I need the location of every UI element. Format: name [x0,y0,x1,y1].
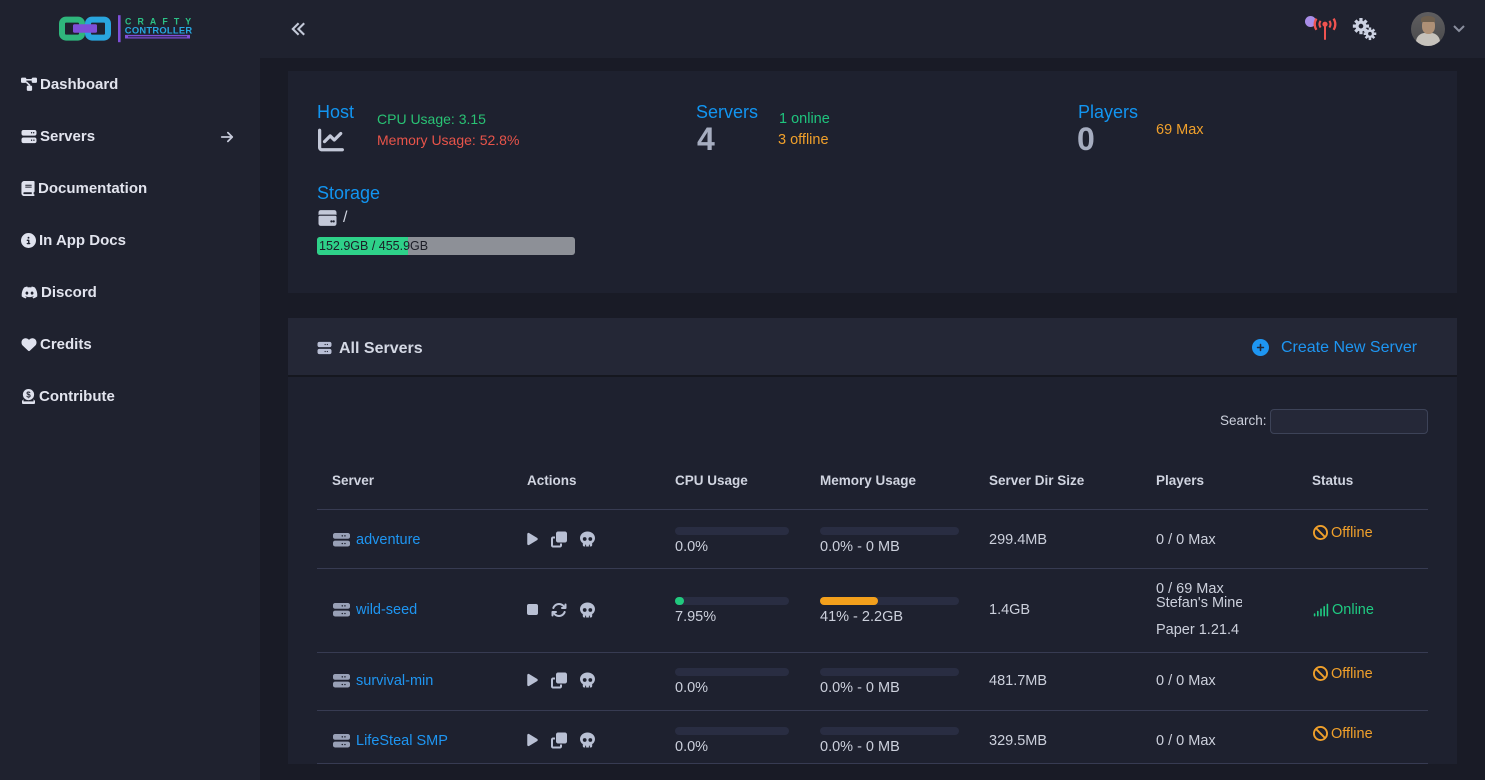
svg-text:$: $ [26,390,31,399]
svg-text:CONTROLLER: CONTROLLER [125,25,193,36]
svg-text:CRAFTY: CRAFTY [125,17,197,27]
